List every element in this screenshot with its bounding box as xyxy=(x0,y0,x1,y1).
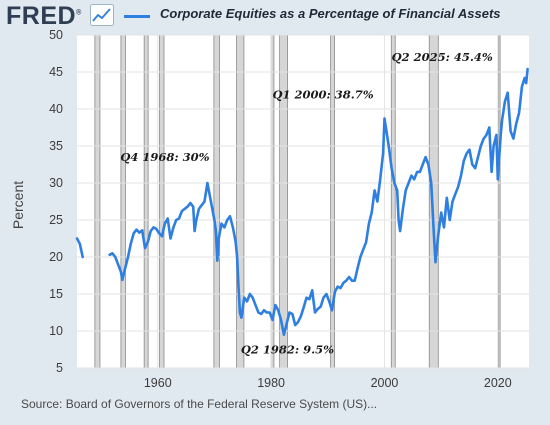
annotation-label: Q1 2000: 38.7% xyxy=(272,88,373,102)
legend-label: Corporate Equities as a Percentage of Fi… xyxy=(160,6,501,21)
y-tick-label: 40 xyxy=(49,102,63,116)
series-line xyxy=(108,67,529,337)
recession-band xyxy=(498,35,501,368)
fred-logo[interactable]: FRED® xyxy=(6,2,82,31)
recession-band xyxy=(144,35,149,368)
recession-band xyxy=(213,35,220,368)
y-tick-label: 50 xyxy=(49,28,63,42)
y-tick-label: 10 xyxy=(49,324,63,338)
chart-header: FRED® Corporate Equities as a Percentage… xyxy=(0,0,550,34)
y-tick-label: 25 xyxy=(49,213,63,227)
y-tick-label: 30 xyxy=(49,176,63,190)
x-tick-label: 2000 xyxy=(371,376,399,390)
y-tick-label: 5 xyxy=(56,361,63,375)
recession-band xyxy=(120,35,126,368)
x-tick-label: 1980 xyxy=(257,376,285,390)
y-tick-label: 45 xyxy=(49,65,63,79)
annotation-label: Q2 1982: 9.5% xyxy=(241,343,334,357)
recession-band xyxy=(159,35,164,368)
recession-band xyxy=(391,35,396,368)
y-axis-label: Percent xyxy=(10,180,26,230)
series-line xyxy=(75,237,84,259)
y-tick-label: 20 xyxy=(49,250,63,264)
recession-band xyxy=(279,35,288,368)
recession-band xyxy=(271,35,274,368)
x-tick-label: 2020 xyxy=(484,376,512,390)
fred-logo-text: FRED xyxy=(6,2,77,30)
annotation-label: Q4 1968: 30% xyxy=(120,150,209,164)
recession-band xyxy=(429,35,439,368)
source-note: Source: Board of Governors of the Federa… xyxy=(21,397,378,411)
recession-band xyxy=(94,35,100,368)
y-tick-label: 15 xyxy=(49,287,63,301)
annotation-label: Q2 2025: 45.4% xyxy=(392,50,493,64)
recession-band xyxy=(330,35,335,368)
y-tick-label: 35 xyxy=(49,139,63,153)
recession-band xyxy=(236,35,244,368)
legend-swatch xyxy=(124,15,150,18)
x-tick-label: 1960 xyxy=(144,376,172,390)
y-axis-label-container: Percent xyxy=(3,155,33,255)
fred-logo-registered-mark: ® xyxy=(76,9,82,17)
chart-line-icon xyxy=(90,4,114,26)
